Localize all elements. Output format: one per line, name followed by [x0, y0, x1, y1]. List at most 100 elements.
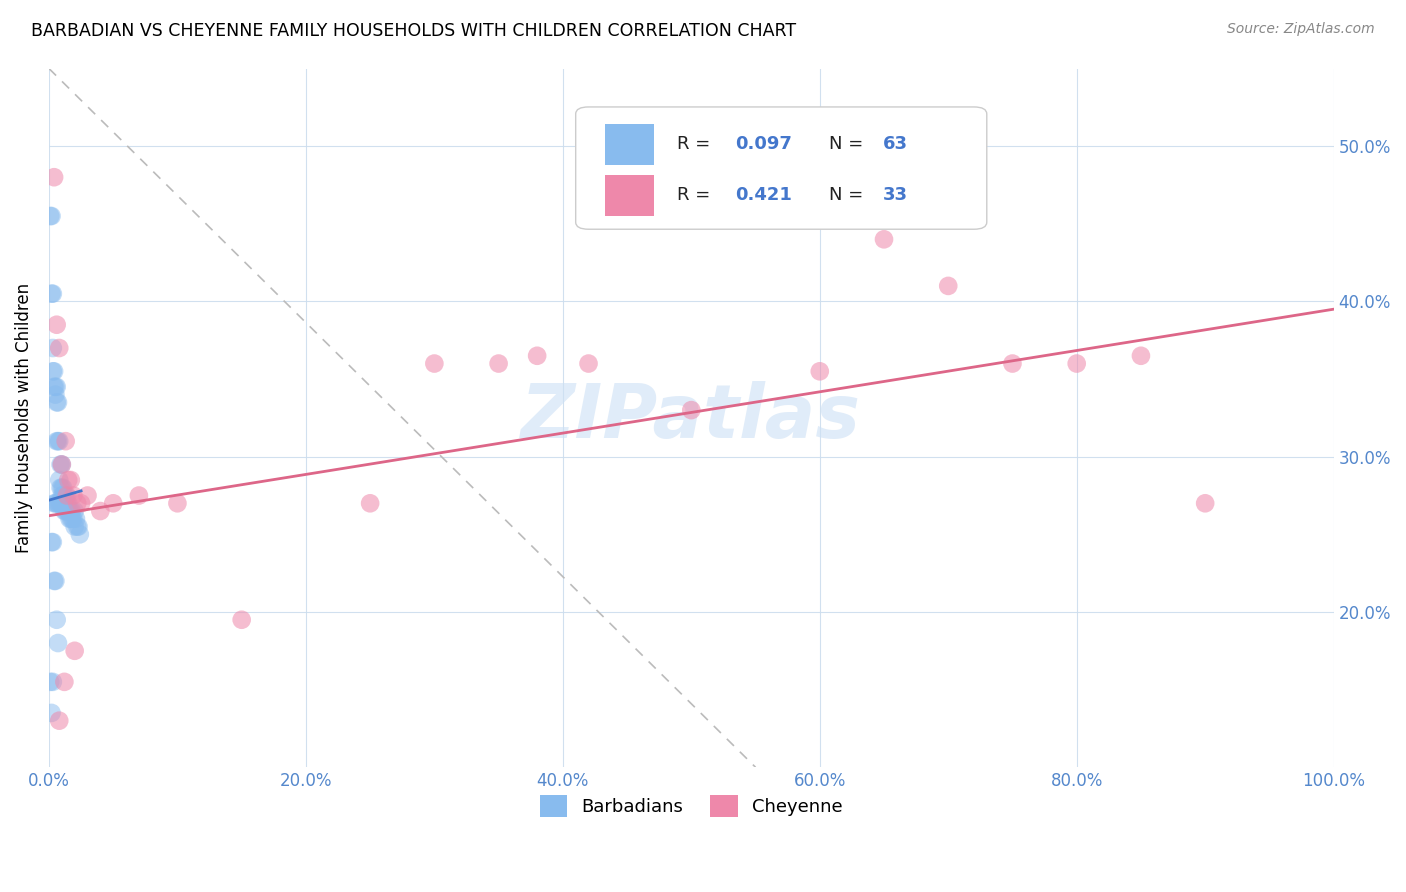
Text: 33: 33 [883, 186, 908, 204]
Point [66, 519, 89, 533]
Point [48, 496, 70, 510]
Point [53, 674, 76, 689]
Point [45, 434, 67, 449]
Point [42, 286, 65, 301]
Point [873, 232, 896, 246]
Point [578, 357, 600, 371]
Point [58, 496, 80, 510]
Point [681, 403, 703, 417]
Point [70, 496, 93, 510]
Point [63, 644, 86, 658]
Point [1129, 349, 1152, 363]
Point [42, 170, 65, 185]
Point [1194, 496, 1216, 510]
Point [60, 504, 83, 518]
Text: Source: ZipAtlas.com: Source: ZipAtlas.com [1227, 22, 1375, 37]
Point [41, 286, 63, 301]
Point [55, 504, 77, 518]
Point [42, 535, 65, 549]
Point [46, 434, 69, 449]
Point [41, 209, 63, 223]
Legend: Barbadians, Cheyenne: Barbadians, Cheyenne [533, 789, 849, 824]
Text: N =: N = [828, 186, 869, 204]
Point [46, 395, 69, 409]
Point [59, 473, 82, 487]
Point [51, 496, 73, 510]
Point [45, 318, 67, 332]
Point [936, 279, 959, 293]
Point [59, 504, 82, 518]
Point [63, 504, 86, 518]
Text: R =: R = [678, 136, 716, 153]
Point [103, 496, 125, 510]
Point [62, 489, 84, 503]
Text: 0.421: 0.421 [735, 186, 792, 204]
Point [42, 364, 65, 378]
Point [42, 574, 65, 588]
Point [52, 481, 75, 495]
Point [62, 512, 84, 526]
Point [66, 496, 89, 510]
Point [41, 706, 63, 720]
Point [49, 481, 72, 495]
Point [1066, 357, 1088, 371]
Point [42, 496, 65, 510]
Point [44, 387, 66, 401]
Point [359, 496, 381, 510]
Point [53, 504, 76, 518]
Point [45, 613, 67, 627]
Point [42, 364, 65, 378]
Point [60, 512, 83, 526]
Point [423, 357, 446, 371]
FancyBboxPatch shape [575, 107, 987, 229]
Point [76, 489, 98, 503]
Point [42, 674, 65, 689]
Point [58, 473, 80, 487]
Text: BARBADIAN VS CHEYENNE FAMILY HOUSEHOLDS WITH CHILDREN CORRELATION CHART: BARBADIAN VS CHEYENNE FAMILY HOUSEHOLDS … [31, 22, 796, 40]
FancyBboxPatch shape [605, 175, 654, 216]
Point [41, 535, 63, 549]
Point [39, 674, 62, 689]
Point [56, 504, 79, 518]
Point [49, 496, 72, 510]
Text: ZIPatlas: ZIPatlas [522, 382, 862, 454]
Point [59, 512, 82, 526]
Point [48, 714, 70, 728]
Point [45, 496, 67, 510]
Point [48, 341, 70, 355]
Point [58, 504, 80, 518]
Point [56, 489, 79, 503]
Point [1001, 357, 1024, 371]
Point [44, 380, 66, 394]
Point [52, 496, 75, 510]
Point [51, 489, 73, 503]
Point [53, 489, 76, 503]
Point [48, 473, 70, 487]
Point [67, 519, 90, 533]
Point [49, 458, 72, 472]
Point [58, 504, 80, 518]
Point [526, 349, 548, 363]
Point [51, 458, 73, 472]
Point [53, 496, 76, 510]
Point [65, 512, 87, 526]
Point [42, 341, 65, 355]
Point [45, 395, 67, 409]
Point [45, 380, 67, 394]
Text: R =: R = [678, 186, 716, 204]
Point [55, 489, 77, 503]
Text: 63: 63 [883, 136, 908, 153]
Point [166, 496, 188, 510]
Point [231, 613, 253, 627]
Point [808, 364, 831, 378]
Point [44, 574, 66, 588]
FancyBboxPatch shape [605, 124, 654, 165]
Point [128, 489, 150, 503]
Point [56, 496, 79, 510]
Point [488, 357, 510, 371]
Point [52, 489, 75, 503]
Point [58, 512, 80, 526]
Text: 0.097: 0.097 [735, 136, 792, 153]
Y-axis label: Family Households with Children: Family Households with Children [15, 283, 32, 553]
Point [55, 434, 77, 449]
